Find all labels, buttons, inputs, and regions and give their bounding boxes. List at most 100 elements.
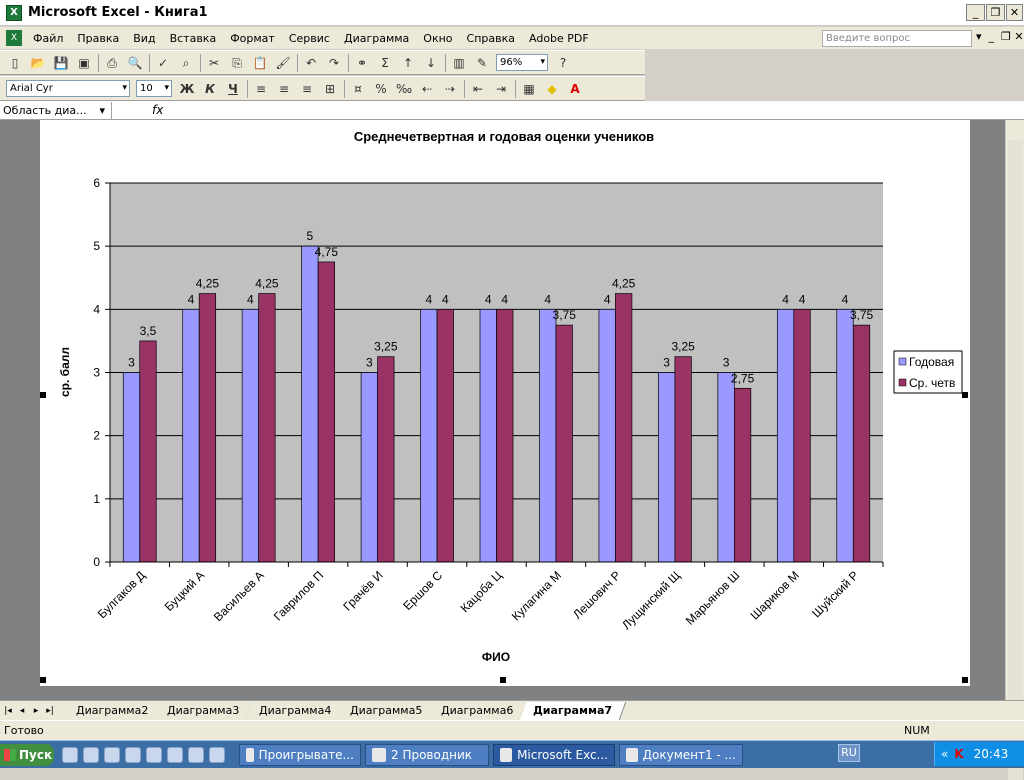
menu-insert[interactable]: Вставка <box>169 31 217 45</box>
bar[interactable] <box>539 308 557 563</box>
menu-file[interactable]: Файл <box>33 31 64 45</box>
menu-chart[interactable]: Диаграмма <box>343 31 410 45</box>
close-button[interactable]: ✕ <box>1006 4 1023 21</box>
paste-icon[interactable]: 📋 <box>252 55 268 70</box>
italic-button[interactable]: К <box>205 81 215 96</box>
print-preview-icon[interactable]: 🔍 <box>127 55 143 70</box>
bar[interactable] <box>436 308 454 563</box>
tab-diagram7[interactable]: Диаграмма7 <box>519 701 626 720</box>
bar[interactable] <box>793 308 811 563</box>
font-color-icon[interactable]: A <box>570 81 580 96</box>
ie-icon[interactable] <box>83 746 99 763</box>
bar[interactable] <box>836 308 854 563</box>
quicklaunch-icon[interactable] <box>62 746 78 763</box>
align-right-icon[interactable]: ≡ <box>301 81 313 96</box>
bar[interactable] <box>555 324 573 563</box>
selection-handle[interactable] <box>40 677 46 683</box>
doc-window-controls[interactable]: ▾ _ ❐ ✕ <box>976 30 1024 43</box>
prev-sheet-icon[interactable]: ◂ <box>19 705 25 716</box>
save-icon[interactable]: 💾 <box>53 55 69 70</box>
help-icon[interactable]: ? <box>559 55 567 70</box>
tab-diagram3[interactable]: Диаграмма3 <box>154 701 254 720</box>
bar[interactable] <box>496 308 514 563</box>
scroll-thumb[interactable] <box>1008 140 1023 780</box>
bar[interactable] <box>139 340 157 563</box>
bar[interactable] <box>258 293 276 563</box>
quicklaunch-icon[interactable] <box>209 746 225 763</box>
task-player[interactable]: Проигрывате... <box>239 743 361 766</box>
language-indicator[interactable]: RU <box>838 744 860 762</box>
autosum-icon[interactable]: Σ <box>381 55 389 70</box>
bar[interactable] <box>479 308 497 563</box>
bar[interactable] <box>776 308 795 563</box>
menu-help[interactable]: Справка <box>466 31 515 45</box>
decrease-decimal-icon[interactable]: ⇢ <box>444 81 456 96</box>
bar[interactable] <box>733 387 752 563</box>
menu-tools[interactable]: Сервис <box>288 31 330 45</box>
bar[interactable] <box>615 293 633 563</box>
vertical-scrollbar[interactable] <box>1005 120 1024 780</box>
fill-color-icon[interactable]: ◆ <box>547 81 557 96</box>
new-icon[interactable]: ▯ <box>11 55 19 70</box>
bar[interactable] <box>377 356 395 563</box>
bar[interactable] <box>198 293 217 563</box>
x-axis-label[interactable]: ФИО <box>482 650 510 664</box>
bar[interactable] <box>420 308 438 563</box>
cut-icon[interactable]: ✂ <box>208 55 220 70</box>
first-sheet-icon[interactable]: |◂ <box>4 705 12 716</box>
format-painter-icon[interactable]: 🖌 <box>275 55 291 70</box>
hyperlink-icon[interactable]: ⚭ <box>356 55 368 70</box>
borders-icon[interactable]: ▦ <box>523 81 535 96</box>
last-sheet-icon[interactable]: ▸| <box>46 705 54 716</box>
chart-title[interactable]: Среднечетвертная и годовая оценки ученик… <box>354 129 654 144</box>
selection-handle[interactable] <box>962 392 968 398</box>
task-excel[interactable]: Microsoft Exc... <box>493 743 615 766</box>
tray-expand-icon[interactable]: « <box>941 747 949 761</box>
bar[interactable] <box>182 308 200 563</box>
increase-indent-icon[interactable]: ⇥ <box>495 81 507 96</box>
sort-desc-icon[interactable]: ↓ <box>425 55 437 70</box>
menu-edit[interactable]: Правка <box>77 31 120 45</box>
merge-center-icon[interactable]: ⊞ <box>324 81 336 96</box>
print-icon[interactable]: ⎙ <box>107 55 117 70</box>
currency-icon[interactable]: ¤ <box>354 81 362 96</box>
antivirus-icon[interactable]: K <box>954 747 964 761</box>
spelling-icon[interactable]: ✓ <box>157 55 169 70</box>
bar[interactable] <box>241 308 260 563</box>
bar[interactable] <box>717 372 735 563</box>
name-box[interactable]: Область диа... <box>0 101 112 119</box>
help-search-input[interactable]: Введите вопрос <box>822 30 972 47</box>
undo-icon[interactable]: ↶ <box>305 55 317 70</box>
outlook-icon[interactable] <box>104 746 120 763</box>
bold-button[interactable]: Ж <box>179 81 195 96</box>
bar[interactable] <box>360 372 378 563</box>
minimize-button[interactable]: _ <box>966 4 985 21</box>
open-icon[interactable]: 📂 <box>30 55 46 70</box>
align-left-icon[interactable]: ≡ <box>255 81 267 96</box>
drawing-icon[interactable]: ✎ <box>476 55 488 70</box>
zoom-select[interactable]: 96% <box>496 54 548 71</box>
tab-diagram2[interactable]: Диаграмма2 <box>62 701 163 720</box>
quicklaunch-icon[interactable] <box>146 746 162 763</box>
thousands-icon[interactable]: ‰ <box>395 81 413 96</box>
menu-window[interactable]: Окно <box>423 31 453 45</box>
menu-format[interactable]: Формат <box>230 31 275 45</box>
quicklaunch-icon[interactable] <box>167 746 183 763</box>
copy-icon[interactable]: ⎘ <box>232 55 242 70</box>
start-button[interactable]: Пуск <box>0 743 54 766</box>
menu-adobe-pdf[interactable]: Adobe PDF <box>529 31 589 45</box>
quicklaunch-icon[interactable] <box>188 746 204 763</box>
align-center-icon[interactable]: ≡ <box>278 81 290 96</box>
tab-diagram4[interactable]: Диаграмма4 <box>245 701 346 720</box>
bar[interactable] <box>674 356 692 563</box>
bar[interactable] <box>317 261 335 563</box>
quicklaunch-icon[interactable] <box>125 746 141 763</box>
tab-diagram6[interactable]: Диаграмма6 <box>428 701 528 720</box>
menu-view[interactable]: Вид <box>133 31 156 45</box>
percent-icon[interactable]: % <box>375 81 387 96</box>
bar[interactable] <box>301 245 319 563</box>
legend[interactable]: Годовая Ср. четв <box>893 350 963 394</box>
bar[interactable] <box>658 372 676 563</box>
next-sheet-icon[interactable]: ▸ <box>33 705 39 716</box>
